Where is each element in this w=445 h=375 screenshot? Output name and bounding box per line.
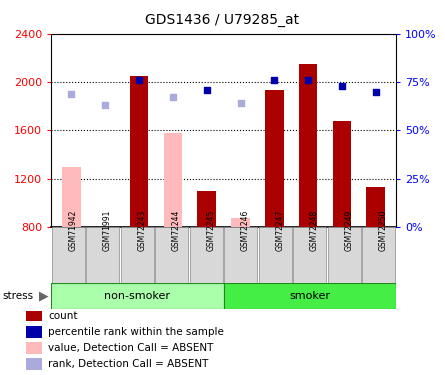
Bar xyxy=(367,187,385,227)
Bar xyxy=(224,227,257,283)
Text: rank, Detection Call = ABSENT: rank, Detection Call = ABSENT xyxy=(49,359,209,369)
Point xyxy=(170,94,177,100)
Text: GSM72245: GSM72245 xyxy=(206,210,215,251)
Bar xyxy=(121,227,154,283)
Bar xyxy=(26,342,42,354)
Point xyxy=(68,91,75,97)
Point xyxy=(136,77,143,83)
Bar xyxy=(198,190,216,227)
Text: GSM72249: GSM72249 xyxy=(344,210,353,251)
Text: non-smoker: non-smoker xyxy=(105,291,170,301)
Text: GSM72243: GSM72243 xyxy=(138,210,146,251)
Point xyxy=(372,89,379,95)
Point xyxy=(338,83,345,89)
Point xyxy=(102,102,109,108)
Text: GDS1436 / U79285_at: GDS1436 / U79285_at xyxy=(146,13,299,27)
Text: GSM71942: GSM71942 xyxy=(69,210,77,251)
Bar xyxy=(362,227,395,283)
Bar xyxy=(190,227,223,283)
Text: ▶: ▶ xyxy=(39,290,49,303)
Bar xyxy=(130,76,148,227)
Bar xyxy=(231,218,250,227)
Text: GSM72247: GSM72247 xyxy=(275,210,284,251)
Point xyxy=(237,100,244,106)
Bar xyxy=(62,166,81,227)
Text: value, Detection Call = ABSENT: value, Detection Call = ABSENT xyxy=(49,343,214,353)
Bar xyxy=(155,227,188,283)
Text: GSM72248: GSM72248 xyxy=(310,210,319,251)
Text: GSM72250: GSM72250 xyxy=(379,210,388,251)
Bar xyxy=(328,227,361,283)
Text: percentile rank within the sample: percentile rank within the sample xyxy=(49,327,224,337)
Point xyxy=(271,77,278,83)
Bar xyxy=(86,227,119,283)
Bar xyxy=(333,121,351,227)
Text: smoker: smoker xyxy=(289,291,330,301)
Bar xyxy=(224,283,396,309)
Text: GSM72246: GSM72246 xyxy=(241,210,250,251)
Text: GSM71991: GSM71991 xyxy=(103,210,112,251)
Bar xyxy=(26,310,42,321)
Bar xyxy=(299,64,317,227)
Bar xyxy=(26,326,42,338)
Text: stress: stress xyxy=(2,291,33,301)
Text: count: count xyxy=(49,310,78,321)
Bar xyxy=(52,227,85,283)
Bar xyxy=(26,358,42,370)
Bar xyxy=(164,133,182,227)
Bar xyxy=(293,227,326,283)
Point xyxy=(203,87,210,93)
Bar xyxy=(265,90,283,227)
Bar xyxy=(259,227,292,283)
Point xyxy=(304,77,311,83)
Text: GSM72244: GSM72244 xyxy=(172,210,181,251)
Bar xyxy=(51,283,224,309)
